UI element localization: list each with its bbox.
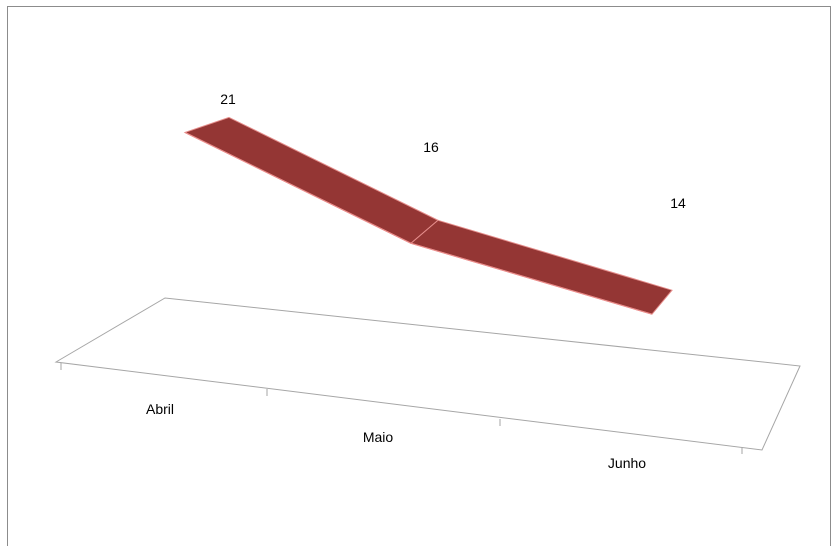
series-ribbon — [183, 116, 673, 315]
category-label-junho: Junho — [608, 455, 646, 471]
ribbon-front-edge — [184, 131, 653, 315]
chart-floor — [54, 297, 801, 451]
ribbon-segment — [183, 116, 439, 244]
chart-area — [7, 6, 831, 546]
data-label-junho: 14 — [670, 195, 686, 211]
ribbon-segment — [409, 219, 673, 315]
data-label-maio: 16 — [423, 139, 439, 155]
category-label-maio: Maio — [363, 429, 394, 445]
category-label-abril: Abril — [146, 401, 174, 417]
data-label-abril: 21 — [220, 91, 236, 107]
